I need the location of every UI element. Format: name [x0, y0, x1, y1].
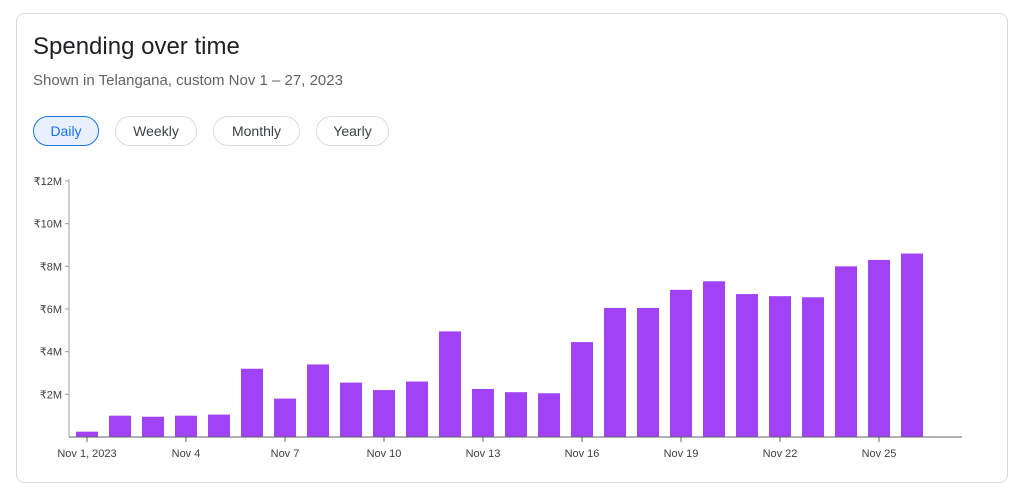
y-tick-label: ₹4M: [40, 347, 62, 359]
bar[interactable]: [307, 364, 329, 437]
tab-monthly[interactable]: Monthly: [213, 116, 300, 146]
x-tick-label: Nov 4: [172, 448, 201, 460]
period-tabs: Daily Weekly Monthly Yearly: [33, 116, 405, 146]
x-tick-label: Nov 16: [565, 448, 600, 460]
tab-weekly[interactable]: Weekly: [115, 116, 197, 146]
bar[interactable]: [571, 342, 593, 437]
y-tick-label: ₹8M: [40, 261, 62, 273]
x-tick-label: Nov 10: [367, 448, 402, 460]
y-tick-label: ₹6M: [40, 304, 62, 316]
bar[interactable]: [505, 392, 527, 437]
tab-daily[interactable]: Daily: [33, 116, 99, 146]
x-tick-label: Nov 19: [664, 448, 699, 460]
bar[interactable]: [340, 382, 362, 437]
x-tick-label: Nov 7: [271, 448, 300, 460]
bar[interactable]: [736, 294, 758, 437]
bar[interactable]: [604, 307, 626, 437]
bar[interactable]: [109, 415, 131, 437]
bar[interactable]: [703, 281, 725, 437]
x-tick-label: Nov 13: [466, 448, 501, 460]
card-title: Spending over time: [33, 33, 240, 60]
bar[interactable]: [241, 368, 263, 437]
bar[interactable]: [802, 297, 824, 437]
bar[interactable]: [274, 398, 296, 437]
bar[interactable]: [538, 393, 560, 437]
bar[interactable]: [76, 431, 98, 437]
bar[interactable]: [208, 414, 230, 437]
bar[interactable]: [406, 381, 428, 437]
y-tick-label: ₹2M: [40, 389, 62, 401]
x-tick-label: Nov 1, 2023: [57, 448, 116, 460]
bar[interactable]: [472, 389, 494, 437]
y-tick-label: ₹10M: [34, 219, 62, 231]
bar[interactable]: [769, 296, 791, 437]
bar[interactable]: [835, 266, 857, 437]
bar[interactable]: [637, 307, 659, 437]
x-tick-label: Nov 22: [763, 448, 798, 460]
y-tick-label: ₹12M: [34, 176, 62, 188]
card-subtitle: Shown in Telangana, custom Nov 1 – 27, 2…: [33, 72, 343, 89]
bar[interactable]: [439, 331, 461, 437]
tab-yearly[interactable]: Yearly: [316, 116, 389, 146]
bar[interactable]: [868, 259, 890, 437]
x-tick-label: Nov 25: [862, 448, 897, 460]
bar[interactable]: [901, 253, 923, 437]
bar[interactable]: [175, 415, 197, 437]
bar[interactable]: [670, 289, 692, 437]
bar[interactable]: [142, 416, 164, 437]
bar[interactable]: [373, 390, 395, 437]
